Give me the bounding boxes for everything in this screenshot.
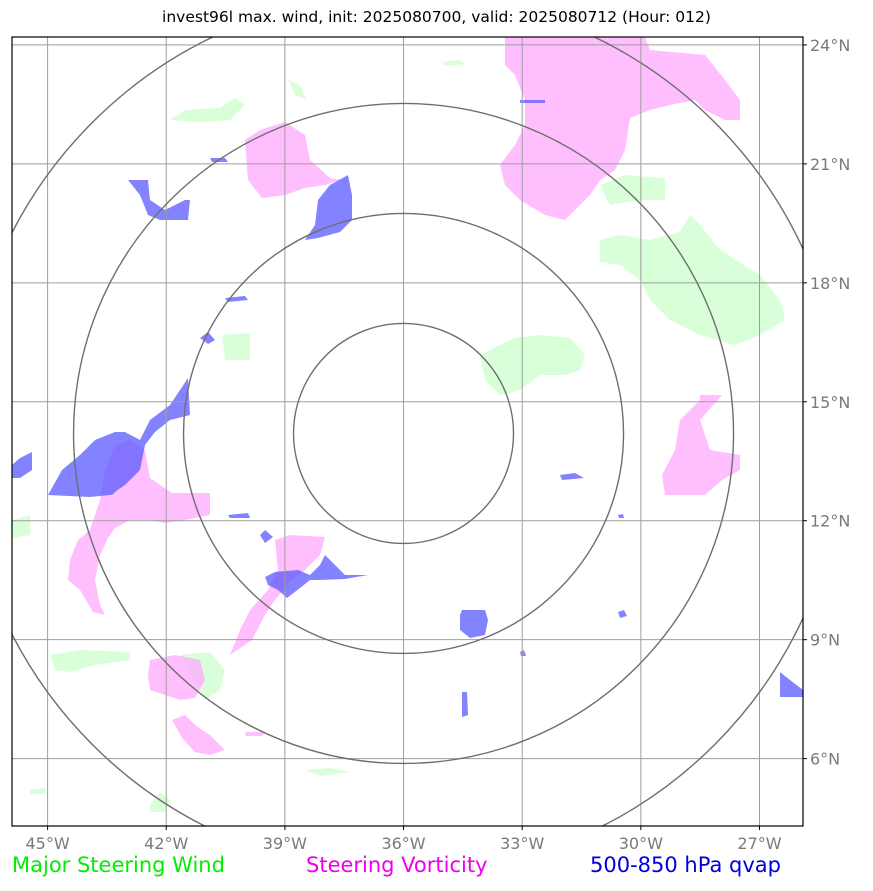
field-overlays [12,37,803,812]
tick-label-lat-2: 18°N [810,274,850,293]
tick-label-lon-4: 33°W [500,834,544,853]
tick-label-lon-6: 27°W [737,834,781,853]
steering-wind-fill [12,60,785,812]
range-rings [12,37,803,826]
tick-label-lon-3: 36°W [381,834,425,853]
tick-label-lon-2: 39°W [263,834,307,853]
legend-steering-wind: Major Steering Wind [12,853,225,877]
tick-label-lat-1: 21°N [810,155,850,174]
range-ring-2 [182,212,625,655]
graticule [12,37,803,826]
tick-label-lon-5: 30°W [619,834,663,853]
tick-label-lon-0: 45°W [26,834,70,853]
map-frame [11,36,804,827]
tick-label-lat-0: 24°N [810,36,850,55]
map-title: invest96l max. wind, init: 2025080700, v… [162,8,711,26]
tick-label-lat-3: 15°N [810,393,850,412]
range-ring-3 [72,102,735,765]
qvap-fill [12,100,803,717]
tick-label-lon-1: 42°W [144,834,188,853]
tick-label-lat-4: 12°N [810,512,850,531]
range-ring-1 [292,322,515,545]
axis-ticks: 45°W 42°W 39°W 36°W 33°W 30°W 27°W 24°N 21°N 18°N… [26,36,851,853]
tick-label-lat-5: 9°N [810,631,840,650]
tick-label-lat-6: 6°N [810,750,840,769]
legend-steering-vorticity: Steering Vorticity [306,853,488,877]
legend-qvap: 500-850 hPa qvap [590,853,781,877]
